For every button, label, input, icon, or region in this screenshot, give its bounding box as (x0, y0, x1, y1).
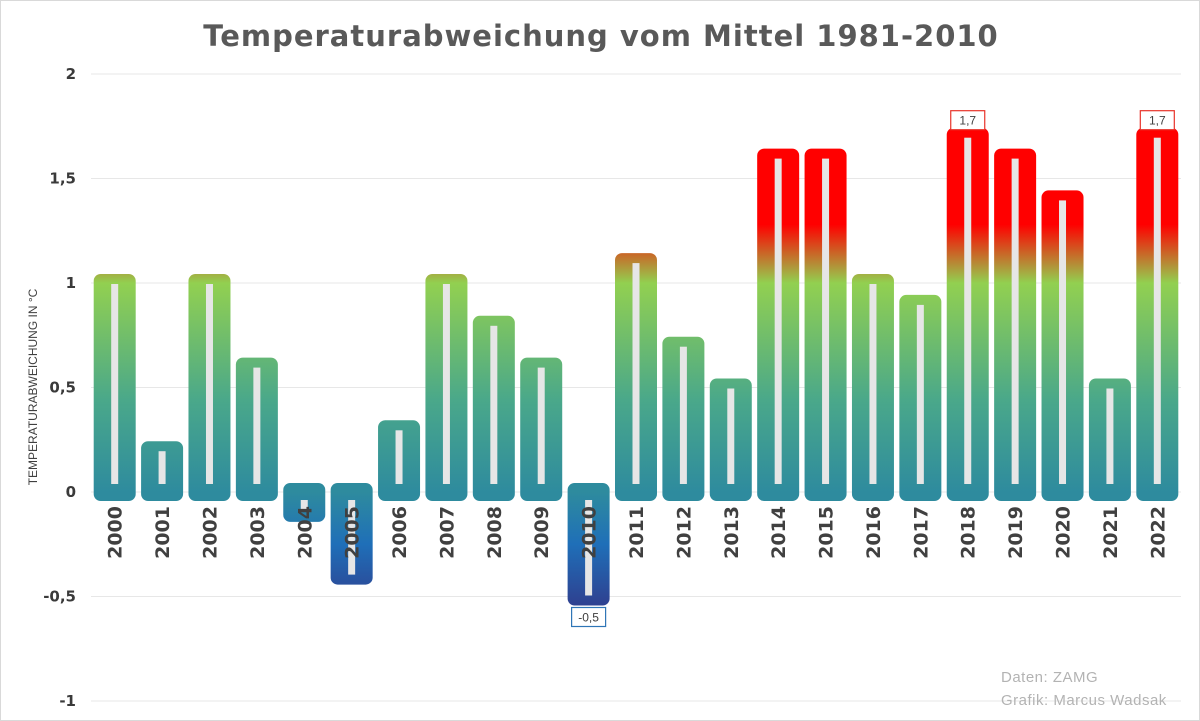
x-tick-label: 2020 (1053, 506, 1075, 559)
x-tick-label: 2019 (1005, 506, 1027, 559)
bar-2004 (283, 483, 326, 522)
bar-highlight (111, 284, 119, 484)
y-tick-label: 1 (66, 274, 76, 292)
y-tick-label: 0,5 (49, 379, 76, 397)
x-tick-label: 2012 (673, 506, 695, 559)
bar-2019 (994, 148, 1037, 501)
data-labels: -0,5 1,7 1,7 (571, 110, 1175, 628)
bar-2009 (520, 357, 563, 501)
bar-2013 (709, 378, 752, 501)
data-label-box (1139, 110, 1175, 131)
data-label-text: 1,7 (1149, 114, 1166, 128)
bar-highlight (632, 263, 640, 484)
bar-highlight (822, 158, 830, 484)
bar-2008 (472, 315, 515, 501)
x-tick-label: 2022 (1147, 506, 1169, 559)
bar-2021 (1088, 378, 1131, 501)
y-tick-label: -1 (59, 692, 76, 710)
bar-2016 (851, 274, 894, 501)
bar-2012 (662, 336, 705, 501)
data-label-2018: 1,7 (950, 110, 986, 131)
x-tick-label: 2011 (626, 506, 648, 559)
credit-author: Grafik: Marcus Wadsak (1001, 692, 1167, 709)
bar-2001 (141, 441, 184, 501)
bar-2018 (946, 127, 989, 501)
x-tick-label: 2016 (863, 506, 885, 559)
x-tick-label: 2010 (579, 506, 601, 559)
x-tick-label: 2006 (389, 506, 411, 559)
x-tick-label: 2001 (152, 506, 174, 559)
bar-2010 (567, 483, 610, 606)
bar-highlight (395, 430, 403, 484)
data-label-text: -0,5 (578, 611, 599, 625)
x-tick-label: 2013 (721, 506, 743, 559)
bar-highlight (727, 388, 735, 484)
bar-2006 (378, 420, 421, 501)
data-label-2010: -0,5 (571, 606, 607, 628)
y-axis-ticks: 2 1,5 1 0,5 0 -0,5 -1 (43, 65, 76, 710)
data-label-box (571, 606, 607, 628)
data-label-text: 1,7 (959, 114, 976, 128)
x-tick-label: 2021 (1100, 506, 1122, 559)
y-tick-label: 2 (66, 65, 76, 83)
bar-highlight (1059, 200, 1067, 484)
bar-highlight (679, 346, 687, 484)
bar-highlight (1106, 388, 1114, 484)
bar-2000 (93, 274, 136, 501)
bar-2002 (188, 274, 231, 501)
data-label-box (950, 110, 986, 131)
x-tick-label: 2005 (342, 506, 364, 559)
bar-highlight (205, 284, 213, 484)
bar-highlight (300, 500, 308, 512)
bar-highlight (1011, 158, 1019, 484)
chart-title: Temperaturabweichung vom Mittel 1981-201… (203, 19, 998, 53)
bar-highlight (253, 367, 261, 484)
credit-source: Daten: ZAMG (1001, 669, 1098, 686)
bars (93, 127, 1179, 606)
x-tick-label: 2014 (768, 506, 790, 559)
x-tick-label: 2009 (531, 506, 553, 559)
bar-2007 (425, 274, 468, 501)
bar-highlight (442, 284, 450, 484)
x-tick-label: 2015 (816, 506, 838, 559)
bar-2003 (235, 357, 278, 501)
x-tick-label: 2000 (105, 506, 127, 559)
y-tick-label: 1,5 (49, 170, 76, 188)
x-tick-label: 2002 (199, 506, 221, 559)
bar-highlight (348, 500, 356, 575)
bar-highlight (1153, 137, 1161, 484)
y-axis-label: TEMPERATURABWEICHUNG IN °C (26, 288, 40, 485)
bar-highlight (490, 325, 498, 484)
y-tick-label: -0,5 (43, 588, 76, 606)
bar-highlight (585, 500, 593, 596)
x-tick-label: 2003 (247, 506, 269, 559)
bar-highlight (158, 451, 166, 484)
x-tick-label: 2017 (910, 506, 932, 559)
bar-2017 (899, 294, 942, 501)
bar-highlight (916, 304, 924, 484)
bar-2022 (1136, 127, 1179, 501)
data-label-2022: 1,7 (1139, 110, 1175, 131)
x-tick-label: 2018 (958, 506, 980, 559)
x-tick-label: 2007 (436, 506, 458, 559)
bar-highlight (964, 137, 972, 484)
x-tick-label: 2008 (484, 506, 506, 559)
bar-2020 (1041, 190, 1084, 501)
bar-2011 (615, 253, 657, 501)
bar-highlight (537, 367, 545, 484)
x-tick-label: 2004 (294, 506, 316, 559)
bar-2005 (330, 483, 373, 585)
x-axis-ticks: 2000 2001 2002 2003 2004 2005 2006 2007 2008 2009… (105, 506, 1170, 559)
bar-2015 (804, 148, 847, 501)
bar-highlight (869, 284, 877, 484)
bar-highlight (774, 158, 782, 484)
bar-2014 (757, 148, 800, 501)
y-tick-label: 0 (66, 483, 76, 501)
